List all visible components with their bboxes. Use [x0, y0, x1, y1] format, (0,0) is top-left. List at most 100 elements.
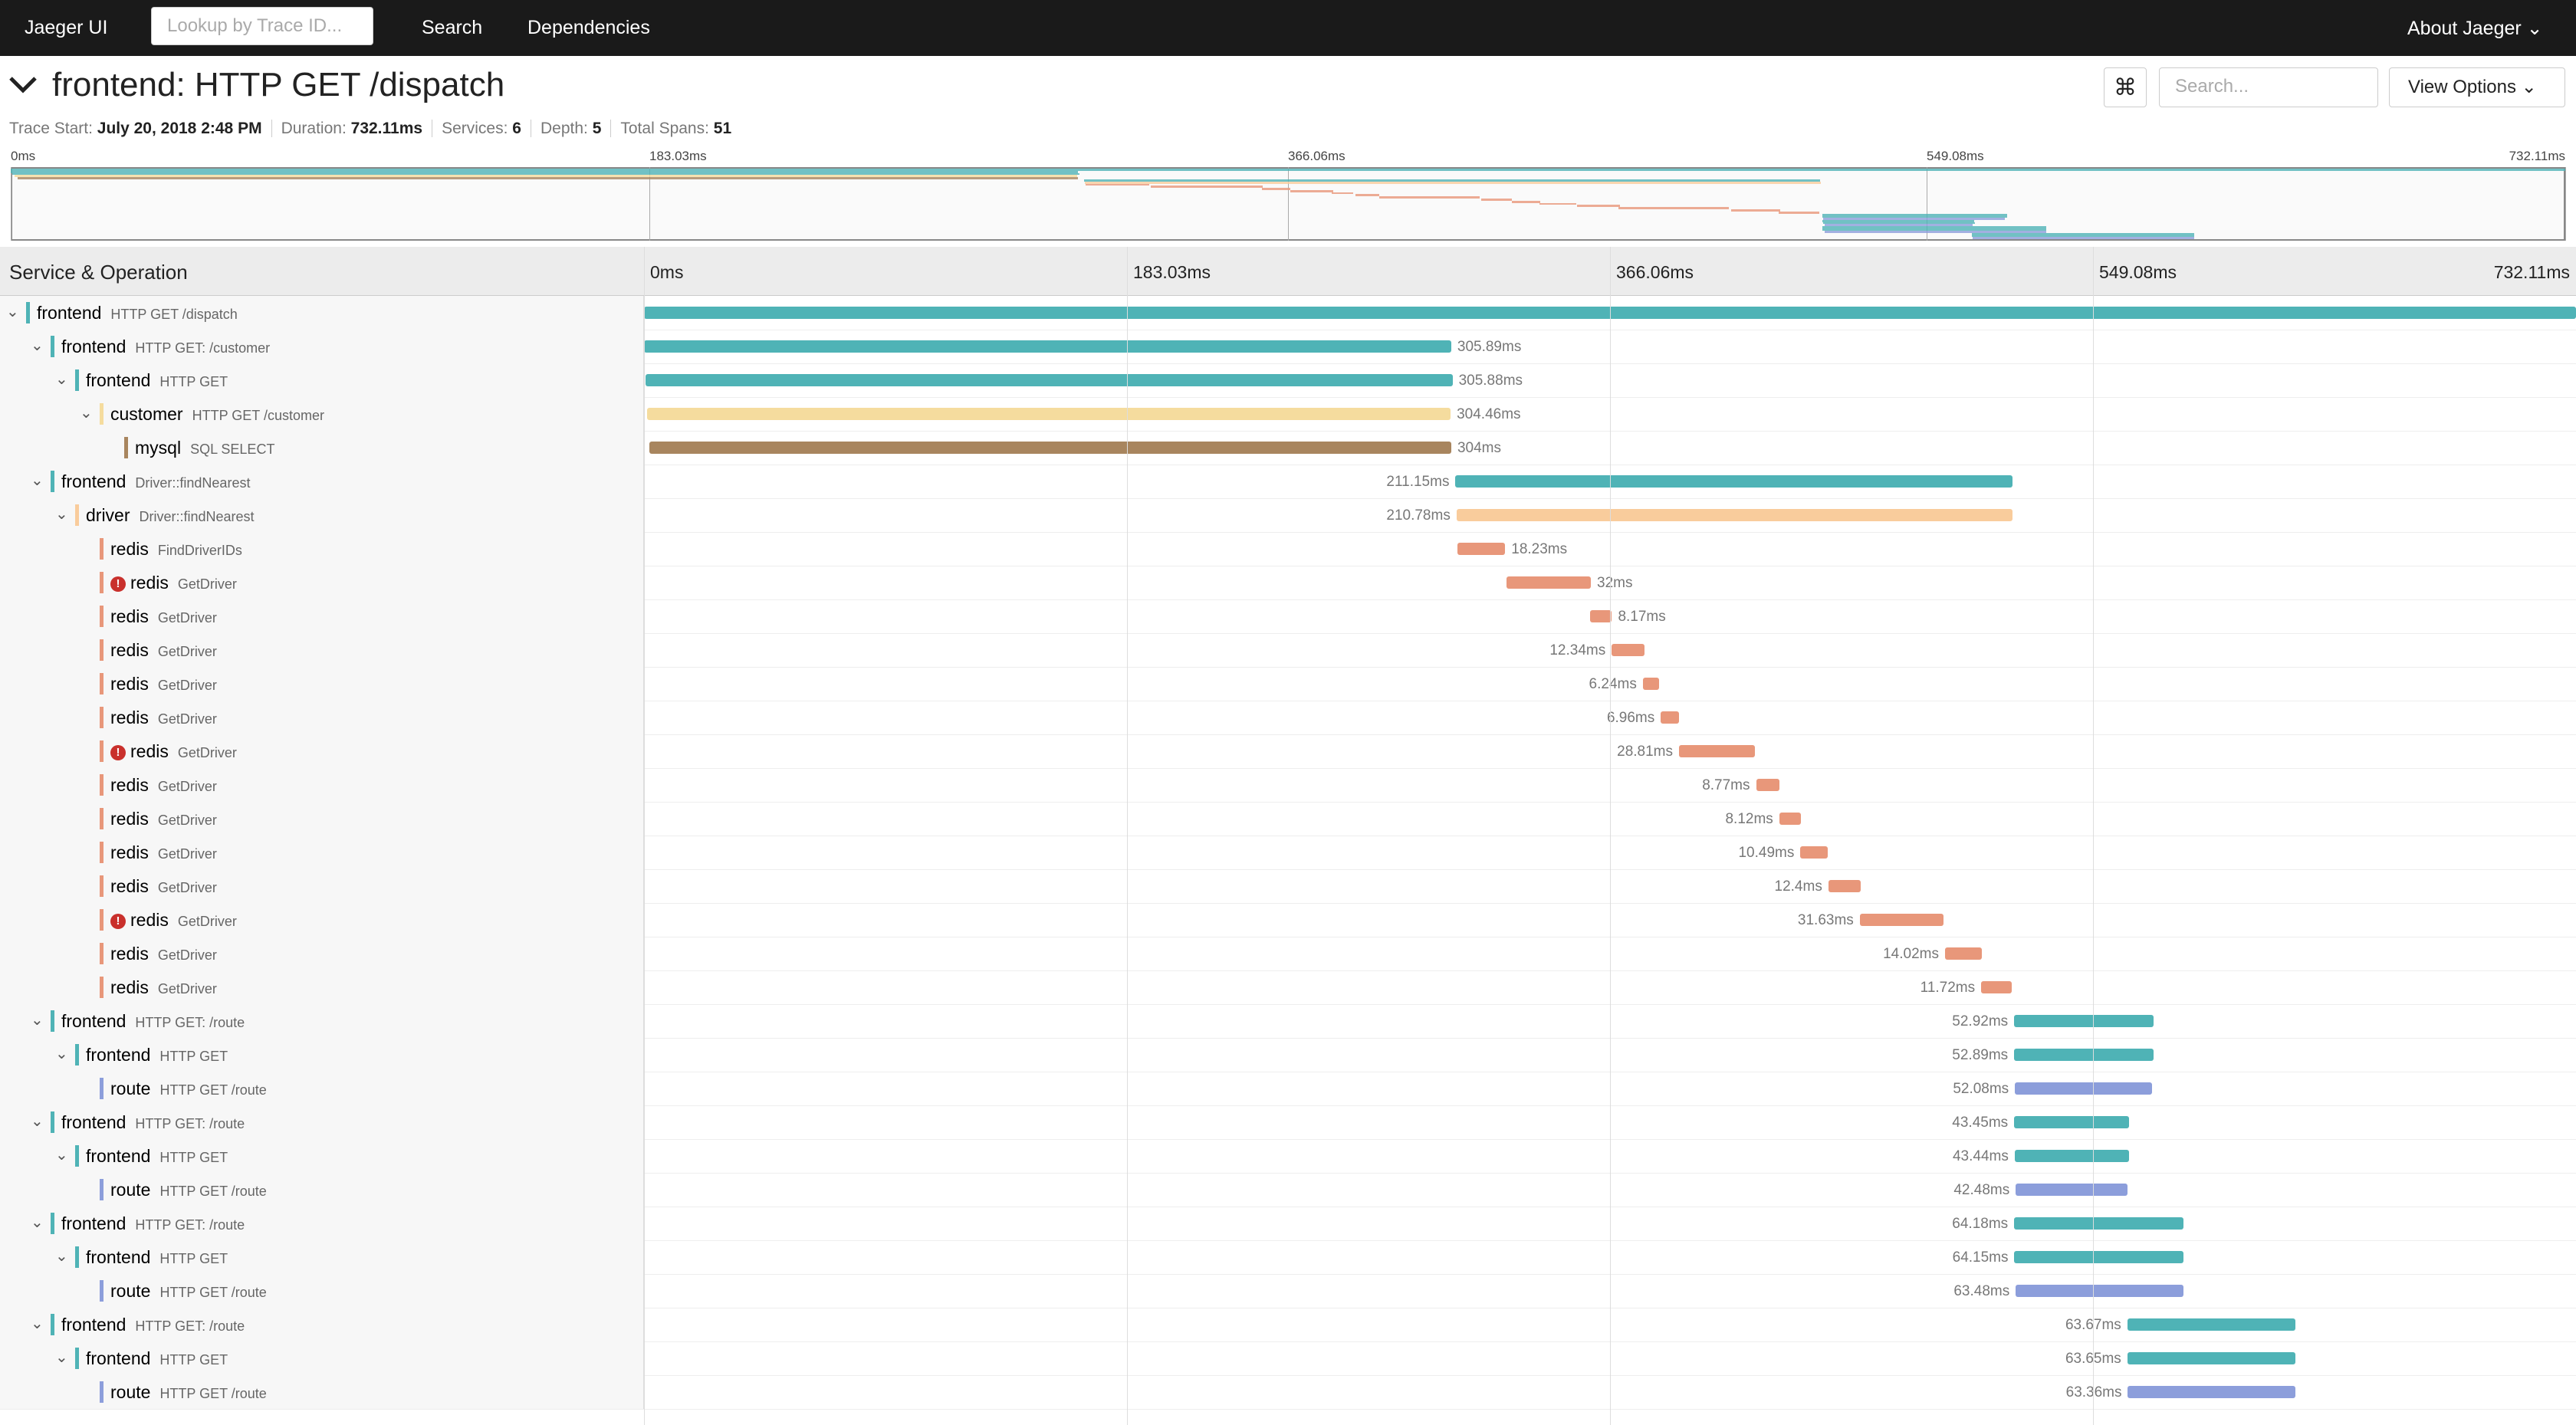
span-row[interactable]: redis FindDriverIDs 18.23ms	[0, 532, 2576, 566]
operation-name: HTTP GET /route	[159, 1184, 267, 1199]
operation-name: HTTP GET /route	[159, 1285, 267, 1300]
error-icon: !	[110, 914, 126, 929]
span-row[interactable]: redis GetDriver 6.96ms	[0, 701, 2576, 735]
span-row[interactable]: ⌄ driver Driver::findNearest 210.78ms	[0, 498, 2576, 533]
service-name: frontend	[61, 1112, 127, 1132]
brand[interactable]: Jaeger UI	[25, 17, 108, 38]
service-color	[75, 1246, 79, 1268]
duration-label: 32ms	[1597, 575, 1633, 591]
duration-label: 8.17ms	[1618, 609, 1666, 625]
service-color	[100, 1280, 104, 1302]
service-color	[100, 606, 104, 627]
span-name-cell: ⌄ frontend HTTP GET /dispatch	[0, 296, 644, 330]
minimap-span	[1822, 222, 1975, 225]
operation-name: GetDriver	[157, 678, 217, 693]
span-name-cell: ⌄ frontend HTTP GET: /route	[0, 1207, 644, 1240]
expand-toggle: ⌄	[55, 1248, 68, 1265]
span-name-cell: redis GetDriver	[0, 937, 644, 970]
span-row[interactable]: ⌄ frontend HTTP GET 64.15ms	[0, 1240, 2576, 1275]
span-row[interactable]: ⌄ frontend HTTP GET 43.44ms	[0, 1139, 2576, 1174]
operation-name: HTTP GET /route	[159, 1082, 267, 1098]
span-label: ! redis GetDriver	[110, 910, 237, 931]
service-color	[100, 707, 104, 728]
about-menu[interactable]: About Jaeger ⌄	[2407, 18, 2543, 39]
span-bar	[645, 374, 1453, 386]
trace-id-input[interactable]: Lookup by Trace ID...	[151, 7, 373, 45]
operation-name: GetDriver	[157, 947, 217, 963]
expand-toggle: ⌄	[6, 304, 19, 320]
span-row[interactable]: redis GetDriver 12.4ms	[0, 869, 2576, 904]
nav-link[interactable]: Dependencies	[527, 17, 650, 38]
duration-label: 305.88ms	[1458, 373, 1523, 389]
nav-link[interactable]: Search	[422, 17, 483, 38]
span-row[interactable]: ⌄ frontend HTTP GET /dispatch	[0, 296, 2576, 330]
span-label: redis FindDriverIDs	[110, 539, 242, 560]
minimap-span	[1539, 202, 1577, 205]
expand-toggle: ⌄	[31, 1315, 44, 1332]
span-label: frontend HTTP GET: /route	[61, 1011, 245, 1032]
span-row[interactable]: ⌄ frontend HTTP GET: /customer 305.89ms	[0, 330, 2576, 364]
minimap-span	[1824, 230, 2046, 233]
span-bar	[2014, 1217, 2184, 1230]
operation-name: GetDriver	[157, 981, 217, 997]
span-search[interactable]: Search...	[2159, 67, 2378, 107]
service-color	[100, 572, 104, 593]
operation-name: GetDriver	[177, 576, 237, 592]
shortcut-button[interactable]: ⌘	[2104, 67, 2147, 107]
span-row[interactable]: redis GetDriver 11.72ms	[0, 970, 2576, 1005]
span-row[interactable]: ⌄ frontend HTTP GET: /route 64.18ms	[0, 1207, 2576, 1241]
stat: Total Spans: 51	[610, 120, 732, 137]
span-row[interactable]: ! redis GetDriver 32ms	[0, 566, 2576, 600]
collapse-icon[interactable]	[8, 71, 41, 101]
span-name-cell: redis GetDriver	[0, 701, 644, 734]
trace-title: frontend: HTTP GET /dispatch	[52, 66, 505, 103]
duration-label: 43.45ms	[1952, 1115, 2009, 1131]
service-color	[100, 1078, 104, 1099]
duration-label: 6.24ms	[1589, 676, 1637, 692]
span-row[interactable]: ⌄ customer HTTP GET /customer 304.46ms	[0, 397, 2576, 432]
span-row[interactable]: redis GetDriver 14.02ms	[0, 937, 2576, 971]
span-row[interactable]: ⌄ frontend HTTP GET: /route 52.92ms	[0, 1004, 2576, 1039]
tick-label: 732.11ms	[2493, 262, 2570, 282]
view-options[interactable]: View Options ⌄	[2389, 67, 2565, 107]
span-row[interactable]: ⌄ frontend HTTP GET: /route 43.45ms	[0, 1105, 2576, 1140]
span-row[interactable]: redis GetDriver 8.17ms	[0, 599, 2576, 634]
span-label: redis GetDriver	[110, 977, 217, 998]
duration-label: 64.15ms	[1952, 1249, 2009, 1266]
span-label: frontend HTTP GET: /route	[61, 1213, 245, 1234]
span-row[interactable]: ! redis GetDriver 28.81ms	[0, 734, 2576, 769]
span-name-cell: ⌄ frontend HTTP GET	[0, 363, 644, 397]
span-row[interactable]: redis GetDriver 12.34ms	[0, 633, 2576, 668]
span-row[interactable]: redis GetDriver 10.49ms	[0, 836, 2576, 870]
span-row[interactable]: route HTTP GET /route 42.48ms	[0, 1173, 2576, 1207]
span-row[interactable]: route HTTP GET /route 52.08ms	[0, 1072, 2576, 1106]
span-row[interactable]: redis GetDriver 6.24ms	[0, 667, 2576, 701]
span-row[interactable]: route HTTP GET /route 63.48ms	[0, 1274, 2576, 1308]
expand-toggle: ⌄	[55, 371, 68, 388]
span-name-cell: ⌄ frontend HTTP GET: /route	[0, 1308, 644, 1341]
span-name-cell: ! redis GetDriver	[0, 903, 644, 937]
span-row[interactable]: ⌄ frontend Driver::findNearest 211.15ms	[0, 465, 2576, 499]
span-row[interactable]: mysql SQL SELECT 304ms	[0, 431, 2576, 465]
stat-value: 732.11ms	[350, 120, 423, 137]
span-label: driver Driver::findNearest	[86, 505, 255, 526]
tick-label: 366.06ms	[1616, 262, 1694, 282]
stat: Services: 6	[432, 120, 521, 137]
span-label: frontend HTTP GET	[86, 1146, 228, 1167]
span-name-cell: ⌄ frontend HTTP GET	[0, 1240, 644, 1274]
service-name: route	[110, 1382, 151, 1402]
minimap-span	[1618, 207, 1729, 209]
span-row[interactable]: ! redis GetDriver 31.63ms	[0, 903, 2576, 937]
service-color	[100, 639, 104, 661]
span-row[interactable]: redis GetDriver 8.77ms	[0, 768, 2576, 803]
span-row[interactable]: route HTTP GET /route 63.36ms	[0, 1375, 2576, 1410]
duration-label: 64.18ms	[1952, 1216, 2009, 1232]
service-name: redis	[110, 674, 149, 694]
service-color	[100, 740, 104, 762]
service-name: redis	[110, 708, 149, 727]
span-row[interactable]: ⌄ frontend HTTP GET 305.88ms	[0, 363, 2576, 398]
span-row[interactable]: ⌄ frontend HTTP GET 52.89ms	[0, 1038, 2576, 1072]
span-row[interactable]: redis GetDriver 8.12ms	[0, 802, 2576, 836]
